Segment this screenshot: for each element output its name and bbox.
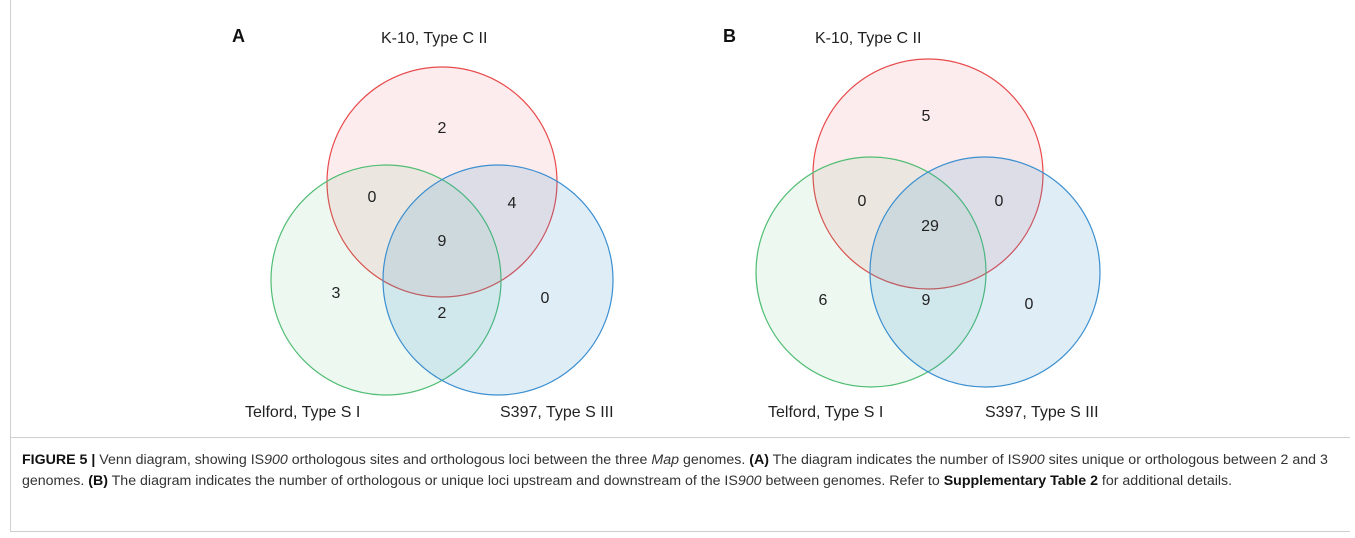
region-top-right-b: 0	[995, 193, 1004, 210]
region-all-b: 29	[921, 218, 939, 235]
set-circle-right-b	[869, 156, 1101, 388]
region-top-left-b: 0	[858, 193, 867, 210]
caption-text: between genomes. Refer to	[761, 473, 944, 489]
set-label-right-a: S397, Type S III	[500, 404, 614, 421]
caption-text: for additional details.	[1097, 473, 1233, 489]
caption-divider	[10, 437, 1350, 438]
caption-text: genomes.	[679, 452, 750, 468]
region-top-left-a: 0	[368, 189, 377, 206]
set-circle-top-b	[812, 58, 1044, 290]
venn-panel-b: B K-10, Type C II 5 0 0 29 6 9 0 Telford…	[723, 26, 1101, 421]
set-label-left-b: Telford, Type S I	[768, 404, 883, 421]
region-all-a: 9	[438, 233, 447, 250]
region-left-right-a: 2	[438, 305, 447, 322]
region-right-only-b: 0	[1025, 296, 1034, 313]
caption-text: sites unique or orthologous between 2 an…	[22, 452, 1328, 489]
caption-label: FIGURE 5 |	[22, 452, 96, 468]
caption-text: Venn diagram, showing IS	[95, 452, 265, 468]
caption-text: The diagram indicates the number of IS	[768, 452, 1022, 468]
set-circle-left-b	[755, 156, 987, 388]
caption-italic: 900	[1021, 452, 1045, 468]
caption-text: orthologous sites and orthologous loci b…	[287, 452, 652, 468]
region-left-only-b: 6	[819, 292, 828, 309]
set-label-left-a: Telford, Type S I	[245, 404, 360, 421]
figure-frame	[10, 0, 1350, 532]
region-top-only-a: 2	[438, 120, 447, 137]
set-label-top-b: K-10, Type C II	[815, 30, 921, 47]
caption-italic: Map	[651, 452, 680, 468]
region-top-only-b: 5	[922, 108, 931, 125]
set-label-top-a: K-10, Type C II	[381, 30, 487, 47]
region-left-right-b: 9	[922, 292, 931, 309]
set-label-right-b: S397, Type S III	[985, 404, 1099, 421]
set-circle-top-a	[326, 66, 558, 298]
caption-bold: (B)	[88, 473, 108, 489]
caption-text: The diagram indicates the number of orth…	[107, 473, 738, 489]
region-right-only-a: 0	[541, 290, 550, 307]
region-top-right-a: 4	[508, 195, 517, 212]
panel-label-a: A	[232, 26, 245, 46]
venn-panel-a: A K-10, Type C II 2 0 4 9 3 2 0 Telford,…	[232, 26, 614, 421]
panel-label-b: B	[723, 26, 736, 46]
venn-figure: A K-10, Type C II 2 0 4 9 3 2 0 Telford,…	[232, 26, 1101, 421]
caption-italic: 900	[737, 473, 762, 489]
figure-caption: FIGURE 5 | Venn diagram, showing IS900 o…	[22, 450, 1337, 492]
caption-bold: (A)	[749, 452, 769, 468]
set-circle-right-a	[382, 164, 614, 396]
caption-italic: 900	[264, 452, 288, 468]
set-circle-left-a	[270, 164, 502, 396]
region-left-only-a: 3	[332, 285, 341, 302]
caption-bold: Supplementary Table 2	[943, 473, 1098, 489]
